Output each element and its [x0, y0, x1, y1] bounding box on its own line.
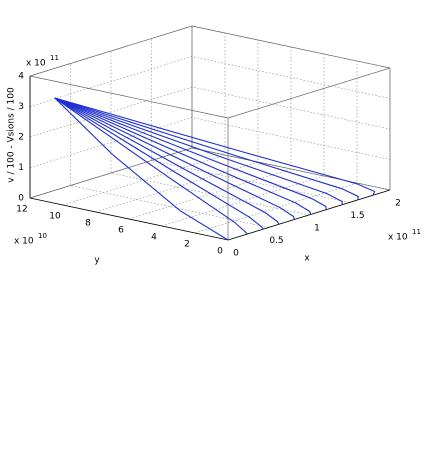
grid-line — [29, 25, 391, 77]
box-edge — [29, 25, 193, 77]
multiplier-exponent: 11 — [50, 54, 59, 62]
y-tick-label: 8 — [85, 219, 91, 229]
multiplier-base: x 10 — [26, 59, 46, 69]
x-tick-label: 0 — [233, 249, 239, 259]
multiplier-base: x 10 — [388, 233, 408, 243]
y-tick-label: 6 — [118, 226, 124, 236]
curve — [54, 97, 343, 205]
y-tick-label: 2 — [184, 240, 190, 250]
box-edge — [29, 147, 193, 199]
grid-line — [110, 51, 310, 216]
curve — [54, 97, 376, 196]
grid-line — [151, 38, 350, 203]
z-tick-label: 3 — [18, 102, 24, 112]
y-tick-label: 12 — [16, 205, 27, 215]
grid-line — [29, 117, 391, 168]
y-tick-label: 0 — [217, 247, 223, 257]
y-tick-label: 10 — [49, 212, 61, 222]
z-axis-label: v / 100 - Vsions / 100 — [7, 87, 17, 183]
curve — [54, 97, 327, 210]
curve — [54, 97, 264, 230]
y-axis — [29, 197, 229, 241]
grid-line — [95, 40, 259, 213]
x-multiplier: x 10 11 — [388, 228, 421, 243]
x-tick-label: 1 — [314, 224, 320, 234]
x-axis — [227, 189, 391, 241]
x-tick-label: 1.5 — [350, 211, 364, 221]
box-edge — [191, 25, 391, 69]
grid-line — [29, 86, 391, 138]
x-tick-label: 0.5 — [269, 236, 283, 246]
box-edge — [29, 75, 229, 119]
grid-line — [128, 47, 292, 220]
curve — [54, 97, 359, 201]
z-tick-label: 0 — [18, 194, 24, 204]
grid-line — [29, 56, 391, 107]
grid-line — [70, 63, 269, 228]
grid-line — [29, 147, 391, 199]
y-multiplier: x 10 10 — [14, 232, 47, 247]
grid-line — [62, 33, 226, 206]
curve — [54, 97, 229, 241]
y-tick-label: 4 — [151, 233, 157, 243]
curve — [54, 97, 312, 215]
curve — [54, 97, 280, 225]
multiplier-exponent: 10 — [38, 232, 47, 240]
multiplier-base: x 10 — [14, 237, 34, 247]
x-tick-label: 2 — [395, 199, 401, 209]
x-axis-label: x — [304, 254, 310, 264]
y-axis-label: y — [94, 256, 100, 266]
z-tick-label: 1 — [18, 163, 24, 173]
box-edge — [227, 67, 391, 119]
z-tick-label: 4 — [18, 72, 24, 82]
box-edge — [191, 147, 391, 191]
z-tick-label: 2 — [18, 133, 24, 143]
curve — [54, 97, 248, 235]
multiplier-exponent: 11 — [412, 228, 421, 236]
z-multiplier: x 10 11 — [26, 54, 59, 69]
curve — [54, 97, 295, 220]
grid-line — [194, 61, 358, 234]
